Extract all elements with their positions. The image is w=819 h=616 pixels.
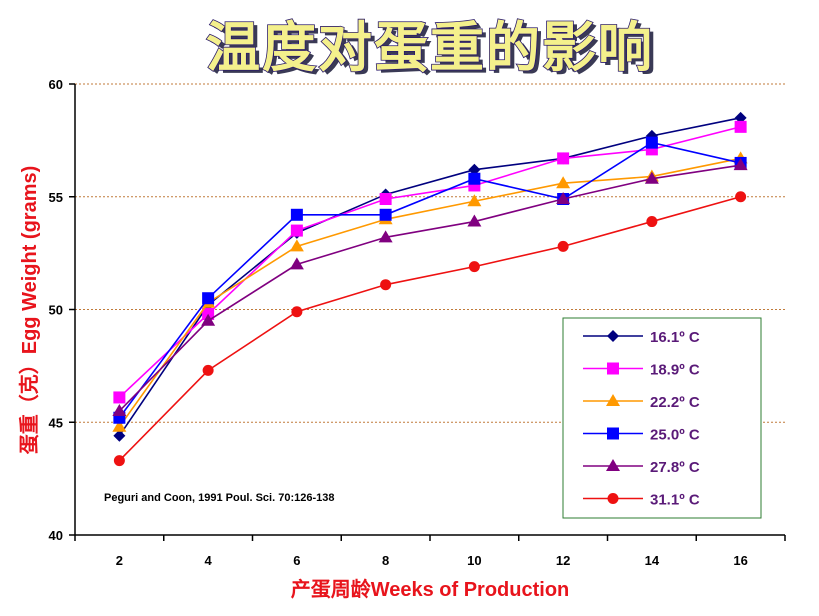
data-point — [467, 214, 482, 227]
data-point — [557, 152, 570, 165]
x-axis-label: 产蛋周龄Weeks of Production — [291, 577, 570, 601]
data-point — [378, 230, 393, 243]
x-tick-label: 12 — [556, 553, 570, 568]
series-layer — [112, 111, 748, 467]
source-annotation: Peguri and Coon, 1991 Poul. Sci. 70:126-… — [104, 492, 334, 504]
legend-label: 22.2º C — [650, 394, 700, 411]
x-tick-label: 14 — [645, 553, 660, 568]
data-point — [112, 419, 127, 432]
data-point — [734, 111, 747, 124]
data-point — [468, 163, 481, 176]
x-tick-label: 16 — [733, 553, 747, 568]
data-point — [202, 292, 215, 305]
data-point — [289, 257, 304, 270]
data-point — [113, 391, 126, 404]
legend-swatch-marker — [607, 330, 619, 342]
data-point — [644, 171, 659, 184]
y-tick-label: 50 — [49, 303, 63, 318]
y-tick-label: 55 — [49, 190, 63, 205]
legend-entry-1: 18.9º C — [583, 362, 700, 379]
data-point — [556, 176, 571, 189]
legend-label: 18.9º C — [650, 362, 700, 379]
data-point — [468, 261, 480, 273]
data-point — [290, 208, 303, 221]
series-line — [118, 164, 741, 412]
data-point — [201, 313, 216, 326]
data-point — [468, 172, 481, 185]
legend-label: 31.1º C — [650, 492, 700, 509]
y-tick-label: 60 — [49, 77, 63, 92]
legend-swatch-marker — [606, 459, 620, 471]
data-point — [202, 364, 214, 376]
data-point — [467, 194, 482, 207]
legend-label: 25.0º C — [650, 427, 700, 444]
data-point — [113, 455, 125, 467]
tick-labels: 40 45 50 55 60 2 4 6 8 10 12 14 16 — [49, 77, 748, 568]
legend-label: 16.1º C — [650, 329, 700, 346]
data-point — [113, 429, 126, 442]
series-line — [118, 126, 741, 399]
x-tick-label: 4 — [205, 553, 213, 568]
data-point — [646, 216, 658, 228]
series-line — [118, 141, 741, 419]
legend-entry-3: 25.0º C — [583, 427, 700, 444]
y-tick-label: 40 — [49, 528, 63, 543]
data-point — [289, 239, 304, 252]
data-point — [645, 136, 658, 149]
data-point — [556, 192, 571, 205]
legend-entry-2: 22.2º C — [583, 394, 700, 411]
series-line — [118, 157, 741, 428]
legend-entry-5: 31.1º C — [583, 492, 700, 509]
legend: 16.1º C 18.9º C 22.2º C 25.0º C 27.8º C 31.1º… — [562, 317, 762, 519]
chart-title-shadow: 温度对蛋重的影响 — [210, 18, 658, 82]
data-point — [734, 120, 747, 133]
x-tick-label: 8 — [382, 553, 389, 568]
legend-label: 27.8º C — [650, 459, 700, 476]
legend-box — [562, 317, 762, 519]
series-5 — [113, 191, 747, 467]
y-tick-label: 45 — [49, 415, 63, 430]
data-point — [112, 403, 127, 416]
legend-swatch-marker — [607, 362, 619, 375]
data-point — [557, 240, 569, 252]
data-point — [733, 158, 748, 171]
legend-swatch-marker — [607, 427, 619, 440]
x-tick-label: 10 — [467, 553, 481, 568]
legend-swatch-marker — [606, 394, 620, 406]
legend-entry-0: 16.1º C — [583, 329, 700, 346]
legend-entry-4: 27.8º C — [583, 459, 700, 476]
axes — [69, 83, 786, 541]
x-tick-label: 6 — [293, 553, 300, 568]
y-axis-label: 蛋重（克）Egg Weight (grams) — [18, 166, 41, 455]
data-point — [379, 208, 392, 221]
series-line — [118, 195, 741, 462]
legend-swatch-marker — [607, 493, 619, 504]
chart-title: 温度对蛋重的影响 — [206, 15, 654, 79]
data-point — [291, 306, 303, 318]
series-4 — [112, 158, 748, 416]
x-tick-label: 2 — [116, 553, 123, 568]
data-point — [735, 191, 747, 203]
data-point — [380, 279, 392, 291]
data-point — [379, 193, 392, 206]
data-point — [290, 224, 303, 237]
